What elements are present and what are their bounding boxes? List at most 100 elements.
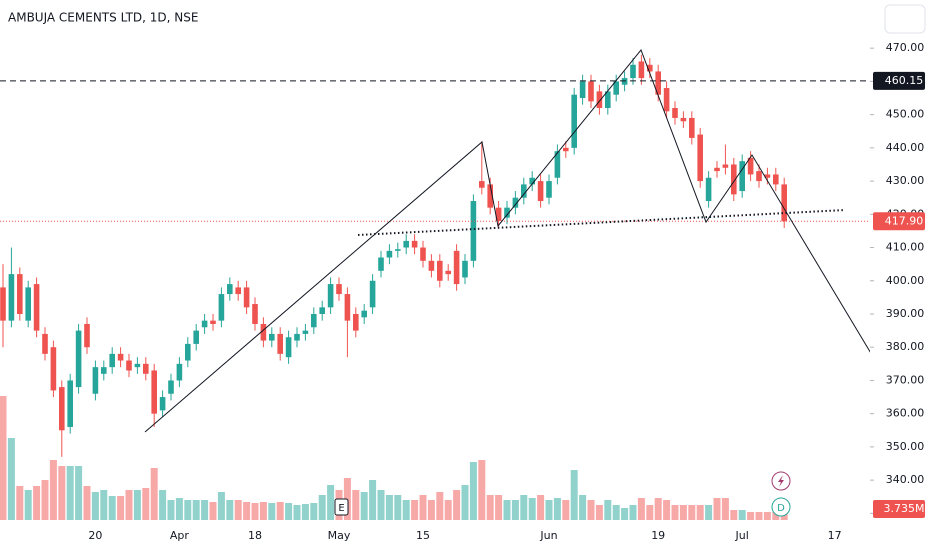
volume-bar — [562, 500, 570, 520]
volume-bar — [318, 495, 326, 520]
candle-body — [50, 347, 57, 391]
dividend-marker[interactable] — [771, 497, 791, 517]
candle-body — [546, 181, 552, 198]
candle-body — [277, 333, 283, 354]
candle-body — [59, 387, 65, 431]
volume-bar — [133, 490, 141, 520]
volume-bar — [747, 512, 755, 520]
candle-body — [756, 171, 762, 182]
candle-body — [168, 380, 174, 394]
volume-bar — [16, 486, 24, 520]
volume-bar — [654, 498, 662, 520]
volume-bar — [646, 505, 654, 520]
candle-body — [210, 320, 216, 324]
y-tick-label: 390.00 — [886, 307, 925, 320]
volume-bar — [738, 510, 746, 520]
y-tick-label: 400.00 — [886, 274, 925, 287]
volume-tag — [873, 500, 925, 518]
volume-bar — [33, 486, 41, 520]
x-tick-label: 18 — [248, 529, 262, 542]
volume-bar — [83, 486, 91, 520]
candle-body — [495, 207, 502, 221]
volume-bar — [621, 508, 629, 520]
candle-body — [109, 353, 115, 368]
x-tick-label: 19 — [651, 529, 665, 542]
candle-body — [504, 207, 510, 218]
volume-bar — [276, 502, 284, 520]
earnings-label: E — [338, 503, 344, 514]
candle-body — [353, 313, 359, 331]
candle-body — [260, 323, 267, 341]
volume-bar — [579, 495, 587, 520]
candle-body — [596, 91, 603, 108]
volume-bar — [285, 503, 293, 520]
candle-body — [269, 333, 275, 341]
volume-bar — [721, 498, 729, 520]
candle-body — [462, 260, 468, 278]
volume-bar — [66, 466, 74, 520]
volume-bar — [251, 503, 259, 520]
volume-bar — [175, 498, 183, 520]
y-tick-label: 380.00 — [886, 340, 925, 353]
volume-bar — [604, 500, 612, 520]
candle-body — [445, 270, 451, 275]
candle-body — [714, 167, 720, 172]
volume-bar — [377, 490, 385, 520]
y-tick-label: 470.00 — [886, 41, 925, 54]
volume-bar — [117, 496, 125, 520]
candle-body — [453, 250, 460, 285]
drawings — [144, 49, 879, 433]
y-tick-label: 430.00 — [886, 174, 925, 187]
candle-body — [143, 363, 149, 374]
candle-body — [336, 284, 342, 295]
candle-body — [101, 367, 107, 374]
volume-bar — [411, 500, 419, 520]
volume-bar — [427, 500, 435, 520]
candle-body — [638, 61, 645, 79]
volume-bar — [469, 462, 477, 520]
volume-bar — [184, 500, 192, 520]
candle-body — [126, 360, 132, 371]
volume-bar — [780, 512, 788, 520]
y-tick-label: 350.00 — [886, 440, 925, 453]
volume-bar — [0, 396, 7, 520]
candle-body — [537, 181, 544, 202]
volume-bar — [352, 490, 360, 520]
lightning-icon — [778, 475, 784, 487]
candle-body — [235, 287, 241, 295]
candle-body — [563, 147, 569, 152]
candle-body — [369, 280, 376, 308]
volume-bar — [217, 492, 225, 520]
candle-body — [403, 240, 409, 248]
candle-body — [420, 247, 426, 261]
earnings-marker[interactable] — [334, 498, 349, 516]
volume-bar — [394, 495, 402, 520]
volume-bar — [268, 503, 276, 520]
candle-body — [579, 81, 586, 99]
volume-label: 3.735M — [884, 502, 925, 515]
candle-body — [193, 330, 199, 344]
volume-bar — [385, 495, 393, 520]
volume-bar — [243, 502, 251, 520]
volume-bar — [629, 505, 637, 520]
candle-body — [521, 184, 527, 198]
candle-body — [84, 323, 90, 348]
volume-bar — [402, 500, 410, 520]
volume-bar — [671, 505, 679, 520]
volume-bar — [167, 500, 175, 520]
last-price-label: 417.90 — [885, 214, 924, 227]
volume-bar — [553, 498, 561, 520]
volume-bar — [755, 512, 763, 520]
axis: 330.00340.00350.00360.00370.00380.00390.… — [88, 41, 925, 542]
candle-body — [294, 333, 300, 341]
toolbar-button[interactable] — [884, 4, 926, 34]
volume-bar — [612, 505, 620, 520]
volume-bar — [587, 500, 595, 520]
volume-bar — [419, 495, 427, 520]
hline-tag — [873, 71, 925, 90]
candle-body — [689, 117, 695, 138]
candle-body — [218, 294, 225, 321]
x-tick-label: Jul — [735, 529, 749, 542]
volume-bar — [763, 512, 771, 520]
volume-bar — [461, 485, 469, 520]
